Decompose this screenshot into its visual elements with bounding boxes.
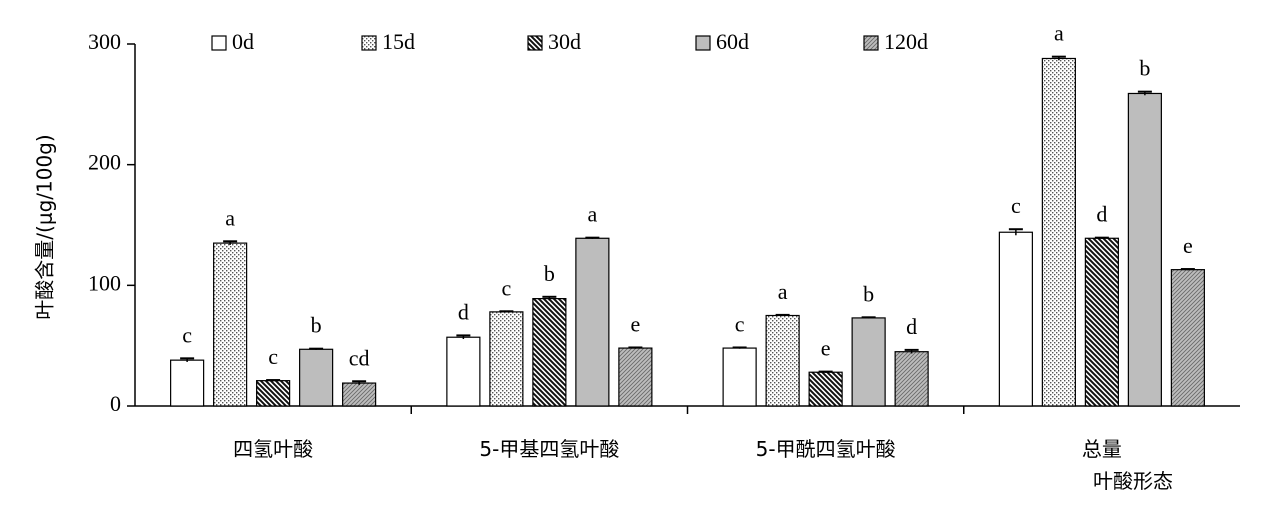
- significance-label: a: [778, 279, 788, 304]
- legend-swatch: [361, 35, 377, 51]
- significance-label: b: [311, 313, 322, 338]
- significance-label: d: [906, 314, 917, 339]
- significance-label: cd: [349, 345, 370, 370]
- bar-0d: [722, 347, 757, 407]
- y-tick-label: 0: [110, 391, 121, 416]
- legend-swatch: [211, 35, 227, 51]
- legend: 0d 15d 30d 60d 120d: [211, 29, 928, 54]
- significance-label: a: [225, 205, 235, 230]
- legend-label: 0d: [232, 29, 254, 54]
- significance-label: d: [458, 299, 469, 324]
- bar-0d: [998, 231, 1033, 407]
- significance-label: c: [501, 275, 511, 300]
- bar-0d: [170, 359, 205, 407]
- x-tick-label: 5-甲基四氢叶酸: [479, 437, 619, 461]
- significance-label: c: [735, 311, 745, 336]
- significance-label: c: [268, 344, 278, 369]
- bars: [170, 55, 1205, 407]
- x-axis-label: 叶酸形态: [1093, 469, 1173, 493]
- y-tick-label: 200: [88, 150, 121, 175]
- significance-label: c: [182, 322, 192, 347]
- bar-15d: [489, 311, 524, 407]
- significance-label: a: [587, 202, 597, 227]
- bar-30d: [532, 298, 567, 407]
- axes: 0 100 200 300 四氢叶酸 5-甲基四氢叶酸 5-甲酰四氢叶酸 总量: [88, 29, 1240, 461]
- significance-label: d: [1096, 202, 1107, 227]
- bar-60d: [851, 317, 886, 407]
- y-tick-label: 300: [88, 29, 121, 54]
- legend-label: 120d: [884, 29, 928, 54]
- bar-60d: [575, 237, 610, 407]
- bar-30d: [256, 380, 291, 407]
- bar-60d: [299, 348, 334, 407]
- significance-label: b: [1139, 56, 1150, 81]
- x-tick-label: 5-甲酰四氢叶酸: [756, 437, 896, 461]
- bar-15d: [1041, 57, 1076, 407]
- legend-label: 60d: [716, 29, 749, 54]
- x-tick-label: 总量: [1082, 437, 1122, 461]
- legend-swatch: [863, 35, 879, 51]
- bar-15d: [765, 314, 800, 407]
- significance-label: e: [1183, 233, 1193, 258]
- bar-120d: [894, 351, 929, 407]
- legend-swatch: [527, 35, 543, 51]
- significance-label: b: [544, 261, 555, 286]
- bar-15d: [213, 242, 248, 407]
- bar-30d: [808, 371, 843, 407]
- bar-30d: [1084, 237, 1119, 407]
- significance-label: e: [630, 311, 640, 336]
- bar-60d: [1127, 92, 1162, 407]
- y-tick-label: 100: [88, 270, 121, 295]
- legend-label: 30d: [548, 29, 581, 54]
- x-tick-label: 四氢叶酸: [233, 437, 313, 461]
- bar-0d: [446, 336, 481, 407]
- legend-label: 15d: [382, 29, 415, 54]
- legend-swatch: [695, 35, 711, 51]
- significance-label: e: [821, 336, 831, 361]
- bar-120d: [1170, 269, 1205, 407]
- bar-120d: [618, 347, 653, 407]
- bar-120d: [342, 382, 377, 407]
- significance-label: b: [863, 281, 874, 306]
- y-axis-label: 叶酸含量/(μg/100g): [33, 134, 57, 319]
- significance-label: a: [1054, 21, 1064, 46]
- significance-label: c: [1011, 193, 1021, 218]
